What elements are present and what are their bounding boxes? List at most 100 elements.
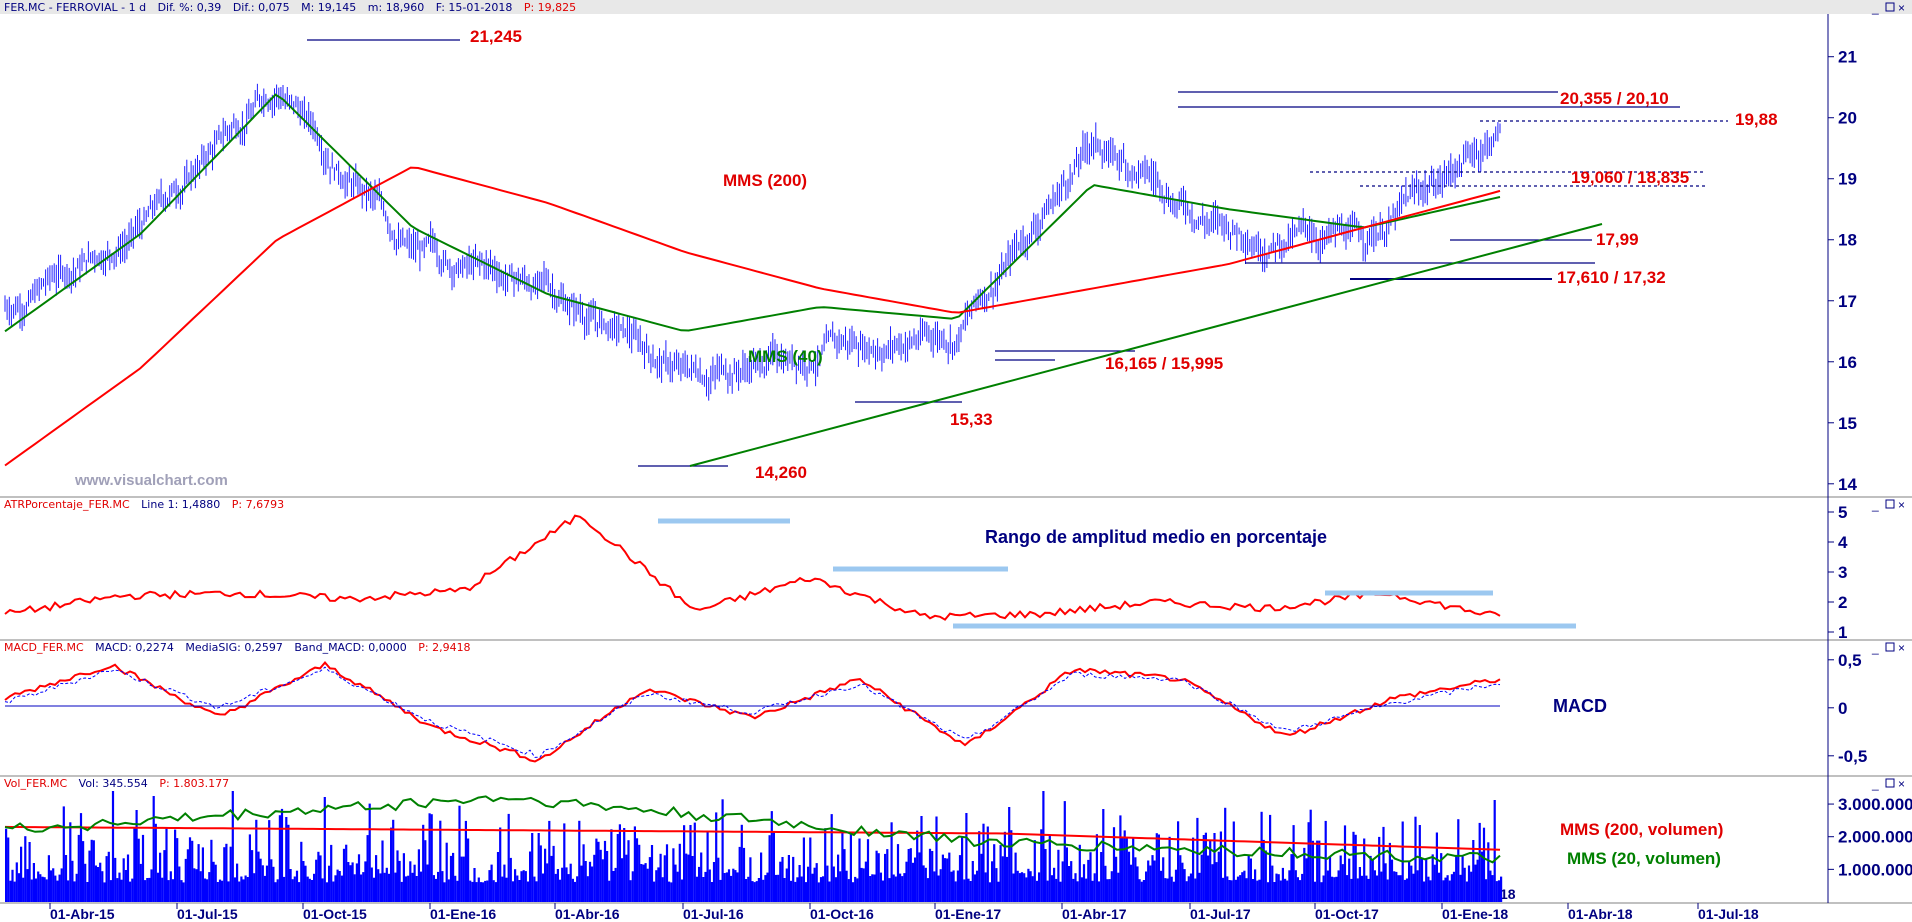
- close-icon[interactable]: ×: [1898, 777, 1905, 791]
- volume-bar: [770, 811, 773, 902]
- price-window-controls[interactable]: _ ×: [1871, 1, 1905, 15]
- label-mms40: MMS (40): [748, 347, 823, 366]
- label-19060: 19,060 / 18,835: [1571, 168, 1689, 187]
- volume-bar: [565, 867, 568, 902]
- volume-bar: [1089, 852, 1092, 902]
- volume-bar: [965, 813, 968, 902]
- volume-bar: [768, 835, 771, 902]
- maximize-icon[interactable]: [1885, 642, 1895, 652]
- close-icon[interactable]: ×: [1898, 641, 1905, 655]
- macd-window-controls[interactable]: _ ×: [1871, 641, 1905, 655]
- volume-bar: [1106, 879, 1109, 902]
- close-icon[interactable]: ×: [1898, 498, 1905, 512]
- y-tick-label: 20: [1838, 109, 1857, 128]
- maximize-icon[interactable]: [1885, 2, 1895, 12]
- volume-bar: [1123, 830, 1126, 902]
- volume-bar: [1072, 878, 1075, 902]
- volume-bar: [317, 851, 320, 902]
- volume-bar: [785, 868, 788, 902]
- volume-bar: [437, 871, 440, 902]
- volume-bar: [1023, 873, 1026, 902]
- volume-bar: [73, 881, 76, 902]
- x-tick-label: 01-Abr-17: [1062, 906, 1127, 922]
- volume-bar: [101, 871, 104, 902]
- volume-bar: [156, 872, 160, 902]
- maximize-icon[interactable]: [1885, 499, 1895, 509]
- volume-bar: [1168, 836, 1171, 902]
- volume-bar: [1305, 858, 1308, 902]
- volume-bar: [978, 831, 981, 902]
- volume-bar: [295, 870, 299, 902]
- y-tick-label: 3: [1838, 563, 1847, 582]
- volume-bar: [1219, 831, 1222, 902]
- volume-bar: [20, 846, 23, 902]
- y-tick-label: 17: [1838, 292, 1857, 311]
- volume-bar: [47, 855, 50, 902]
- volume-bar: [434, 878, 438, 902]
- volume-bar: [1472, 840, 1475, 902]
- volume-bar: [552, 845, 555, 902]
- volume-bar: [567, 874, 570, 902]
- volume-bar: [1393, 871, 1396, 902]
- volume-bar: [1489, 870, 1492, 902]
- y-tick-label: 0,5: [1838, 651, 1862, 670]
- volume-bar: [1125, 837, 1128, 902]
- volume-bar: [505, 877, 508, 902]
- volume-bar: [1429, 880, 1432, 902]
- volume-bar: [1395, 871, 1398, 902]
- volume-bar: [174, 829, 177, 902]
- series-line-macd: [4, 660, 1501, 763]
- volume-bar: [118, 872, 121, 902]
- close-icon[interactable]: ×: [1898, 1, 1905, 15]
- volume-bar: [259, 858, 262, 902]
- x-tick-label: 01-Oct-16: [810, 906, 874, 922]
- minimize-icon[interactable]: _: [1871, 777, 1879, 791]
- volume-bar: [390, 827, 393, 902]
- volume-bar: [227, 881, 230, 902]
- volume-bar: [877, 853, 880, 902]
- volume-bar: [499, 827, 502, 902]
- volume-bar: [541, 873, 544, 902]
- volume-bar: [1234, 879, 1237, 902]
- volume-bar: [445, 842, 448, 902]
- volume-bar: [212, 861, 215, 902]
- vol-window-controls[interactable]: _ ×: [1871, 777, 1905, 791]
- x-tick-label: 01-Abr-16: [555, 906, 620, 922]
- volume-bar: [629, 880, 632, 902]
- volume-bar: [1299, 880, 1302, 902]
- volume-bar: [321, 878, 324, 902]
- atr-window-controls[interactable]: _ ×: [1871, 498, 1905, 512]
- volume-bar: [1455, 855, 1458, 902]
- volume-bar: [366, 835, 369, 902]
- minimize-icon[interactable]: _: [1871, 1, 1879, 15]
- volume-bar: [5, 828, 8, 902]
- volume-bar: [462, 856, 465, 902]
- volume-bar: [481, 882, 485, 902]
- volume-bar: [533, 876, 536, 902]
- volume-bar: [1222, 877, 1225, 902]
- volume-bar: [747, 876, 750, 902]
- price-header-bar: [0, 0, 1912, 14]
- volume-bar: [928, 848, 932, 902]
- volume-bar: [1042, 791, 1045, 902]
- volume-bar: [111, 791, 115, 902]
- x-tick-label: 01-Abr-15: [50, 906, 115, 922]
- x-tick-label: 01-Jul-15: [177, 906, 238, 922]
- maximize-icon[interactable]: [1885, 778, 1895, 788]
- volume-bar: [715, 812, 718, 902]
- volume-bar: [353, 874, 356, 902]
- volume-bar: [1014, 852, 1017, 902]
- volume-bar: [558, 879, 562, 902]
- volume-bar: [1418, 825, 1421, 902]
- volume-bar: [351, 862, 354, 902]
- volume-bar: [520, 871, 523, 902]
- volume-bar: [899, 873, 902, 902]
- volume-bar: [1356, 878, 1359, 902]
- volume-bar: [939, 869, 942, 902]
- volume-bar: [1142, 880, 1145, 902]
- volume-bar: [693, 822, 696, 902]
- minimize-icon[interactable]: _: [1871, 641, 1879, 655]
- volume-bar: [1040, 829, 1043, 902]
- volume-bar: [1290, 854, 1293, 902]
- minimize-icon[interactable]: _: [1871, 498, 1879, 512]
